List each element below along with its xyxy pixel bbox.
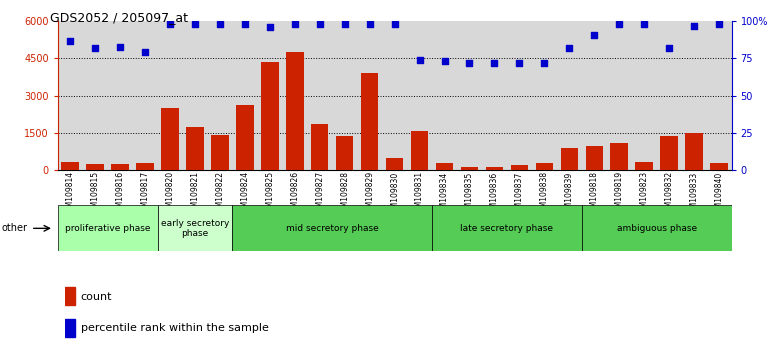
Bar: [486, 167, 503, 170]
Bar: [585, 145, 603, 170]
Bar: [186, 127, 204, 170]
Text: mid secretory phase: mid secretory phase: [286, 224, 379, 233]
Bar: [432, 205, 582, 251]
Bar: [685, 133, 703, 170]
Point: [514, 60, 526, 66]
Bar: [286, 52, 303, 170]
Text: ambiguous phase: ambiguous phase: [617, 224, 697, 233]
Point: [688, 23, 700, 29]
Bar: [236, 105, 253, 170]
Bar: [261, 62, 279, 170]
Bar: [62, 162, 79, 170]
Bar: [158, 205, 233, 251]
Text: other: other: [2, 223, 28, 233]
Text: count: count: [81, 292, 112, 302]
Point: [488, 60, 500, 66]
Point: [263, 24, 276, 30]
Bar: [112, 164, 129, 170]
Bar: [311, 124, 329, 170]
Bar: [511, 165, 528, 170]
Bar: [661, 136, 678, 170]
Bar: [65, 319, 75, 337]
Point: [89, 45, 102, 51]
Bar: [561, 148, 578, 170]
Point: [313, 21, 326, 27]
Bar: [710, 163, 728, 170]
Point: [363, 21, 376, 27]
Bar: [635, 162, 653, 170]
Bar: [58, 205, 158, 251]
Text: late secretory phase: late secretory phase: [460, 224, 554, 233]
Text: early secretory
phase: early secretory phase: [161, 219, 229, 238]
Bar: [211, 135, 229, 170]
Bar: [65, 287, 75, 305]
Point: [139, 50, 151, 55]
Bar: [336, 136, 353, 170]
Point: [388, 21, 400, 27]
Text: percentile rank within the sample: percentile rank within the sample: [81, 323, 269, 333]
Point: [413, 57, 426, 63]
Bar: [611, 143, 628, 170]
Point: [289, 21, 301, 27]
Point: [164, 21, 176, 27]
Bar: [233, 205, 432, 251]
Text: GDS2052 / 205097_at: GDS2052 / 205097_at: [50, 11, 188, 24]
Point: [713, 21, 725, 27]
Point: [563, 45, 575, 51]
Bar: [136, 164, 154, 170]
Bar: [582, 205, 732, 251]
Point: [663, 45, 675, 51]
Text: proliferative phase: proliferative phase: [65, 224, 150, 233]
Bar: [460, 167, 478, 170]
Point: [214, 21, 226, 27]
Point: [588, 32, 601, 38]
Point: [189, 21, 201, 27]
Point: [613, 21, 625, 27]
Bar: [86, 164, 104, 170]
Bar: [161, 108, 179, 170]
Point: [339, 21, 351, 27]
Point: [239, 21, 251, 27]
Point: [638, 21, 651, 27]
Bar: [436, 163, 454, 170]
Bar: [361, 73, 378, 170]
Point: [538, 60, 551, 66]
Point: [464, 60, 476, 66]
Bar: [386, 158, 403, 170]
Point: [438, 58, 450, 64]
Point: [114, 44, 126, 49]
Point: [64, 38, 76, 44]
Bar: [536, 163, 553, 170]
Bar: [411, 131, 428, 170]
